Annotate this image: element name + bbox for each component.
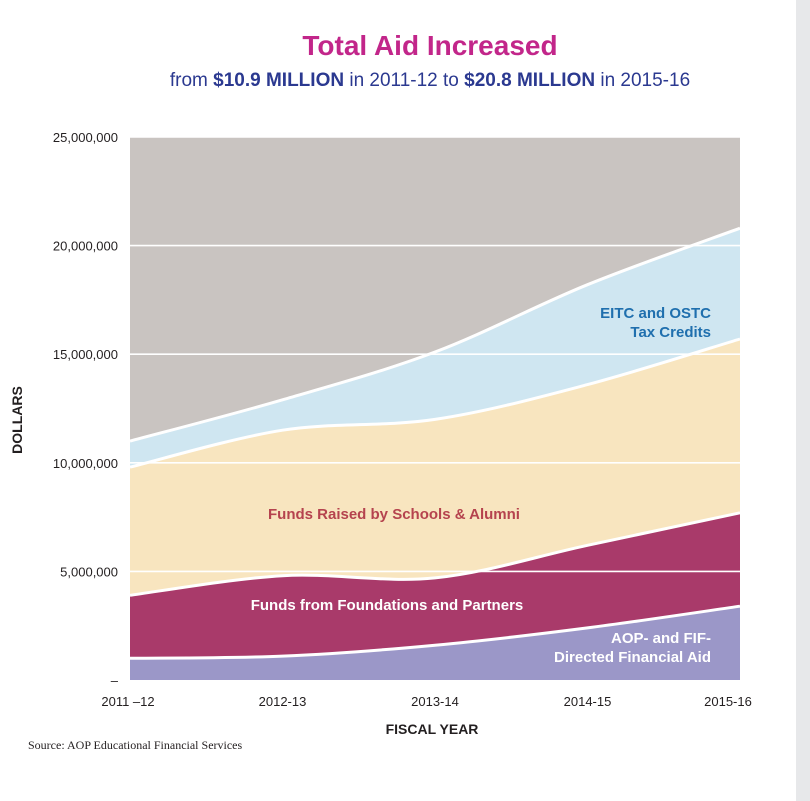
x-tick-label: 2015-16	[704, 694, 752, 709]
area-aop-financial-aid	[130, 606, 740, 680]
x-tick-label: 2011 –12	[101, 694, 154, 709]
subtitle-amount-2011: $10.9 MILLION	[213, 70, 345, 91]
series-label-foundations: Funds from Foundations and Partners	[251, 597, 524, 614]
y-axis-label: DOLLARS	[9, 386, 25, 454]
source-note: Source: AOP Educational Financial Servic…	[28, 738, 243, 752]
x-tick-label: 2013-14	[411, 694, 459, 709]
area-foundations-partners	[130, 512, 740, 659]
y-tick-label: –	[111, 673, 119, 688]
boundary-foundations-partners	[129, 511, 741, 597]
x-tick-label: 2012-13	[259, 694, 307, 709]
x-tick-label: 2014-15	[564, 694, 612, 709]
subtitle-post: in 2015-16	[595, 70, 691, 91]
x-axis-label: FISCAL YEAR	[386, 721, 479, 737]
area-eitc-ostc-tax-credits	[130, 228, 740, 468]
y-tick-label: 10,000,000	[53, 456, 118, 471]
right-edge-strip	[796, 0, 810, 801]
area-schools-alumni	[130, 339, 740, 596]
boundary-eitc-ostc-tax-credits	[129, 226, 741, 443]
series-label-eitc: EITC and OSTC	[600, 305, 711, 322]
y-tick-label: 20,000,000	[53, 239, 118, 254]
series-label-aop: Directed Financial Aid	[554, 649, 711, 666]
subtitle-pre: from	[169, 70, 214, 91]
subtitle-amount-2015: $20.8 MILLION	[464, 70, 596, 91]
y-tick-label: 15,000,000	[53, 347, 118, 362]
chart-subtitle: from $10.9 MILLION in 2011-12 to $20.8 M…	[0, 70, 810, 92]
boundary-aop-financial-aid	[129, 604, 741, 660]
y-tick-label: 25,000,000	[53, 130, 118, 145]
series-label-eitc: Tax Credits	[630, 324, 711, 341]
y-tick-label: 5,000,000	[60, 564, 118, 579]
boundary-schools-alumni	[129, 337, 741, 469]
series-label-schools: Funds Raised by Schools & Alumni	[268, 506, 520, 523]
chart-title: Total Aid Increased	[302, 30, 558, 61]
subtitle-mid: in 2011-12 to	[344, 70, 465, 91]
series-label-aop: AOP- and FIF-	[611, 630, 711, 647]
